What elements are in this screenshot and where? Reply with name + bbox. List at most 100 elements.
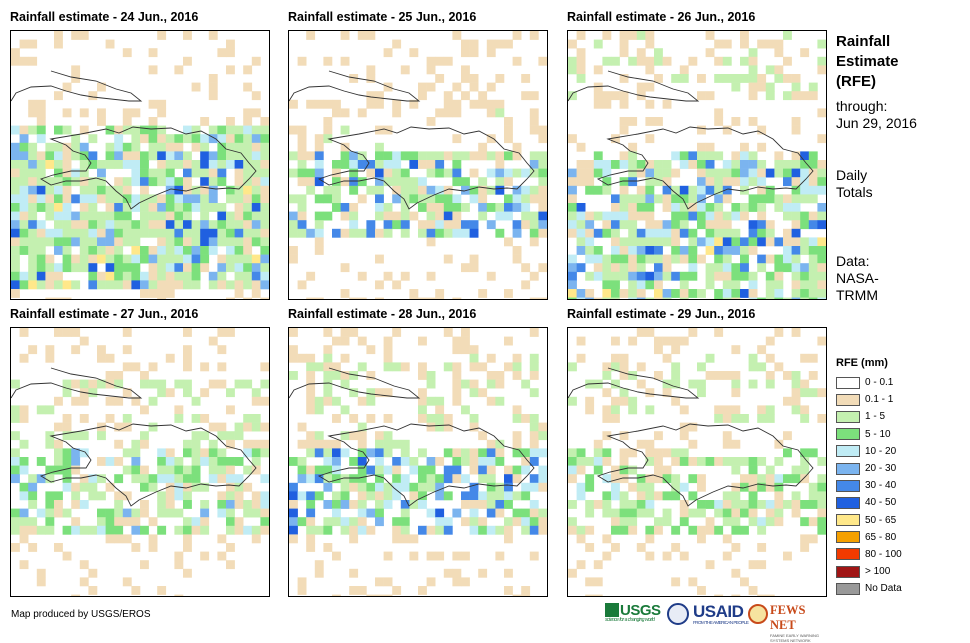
rainfall-cell (748, 56, 758, 66)
rainfall-cell (521, 465, 531, 475)
rainfall-cell (800, 151, 810, 161)
rainfall-cell (366, 160, 376, 169)
rainfall-cell (114, 134, 124, 144)
rainfall-cell (357, 228, 367, 238)
rainfall-cell (714, 228, 724, 238)
rainfall-cell (671, 254, 681, 264)
rainfall-cell (469, 422, 479, 432)
island-outline-cuba (568, 367, 700, 399)
rainfall-cell (191, 465, 201, 475)
rainfall-cell (529, 237, 539, 247)
rainfall-cell (774, 508, 784, 518)
rainfall-cell (628, 508, 638, 518)
rainfall-cell (323, 134, 333, 144)
rainfall-cell (748, 237, 758, 247)
rainfall-cell (645, 203, 655, 212)
rainfall-cell (234, 151, 244, 161)
rainfall-cell (114, 125, 124, 135)
rainfall-cell (435, 220, 445, 230)
rainfall-cell (45, 353, 55, 363)
rainfall-cell (45, 211, 55, 221)
rainfall-cell (671, 396, 681, 406)
rainfall-cell (568, 254, 577, 264)
rainfall-cell (757, 525, 767, 535)
rainfall-cell (375, 439, 384, 449)
rainfall-cell (671, 482, 681, 492)
rainfall-cell (426, 160, 436, 169)
rainfall-cell (495, 39, 505, 49)
rainfall-cell (731, 491, 741, 501)
rainfall-cell (435, 108, 445, 118)
rainfall-cell (671, 345, 681, 355)
rainfall-cell (791, 168, 801, 178)
rainfall-cell (443, 151, 453, 161)
rainfall-cell (765, 220, 775, 230)
rainfall-cell (495, 185, 505, 195)
rainfall-cell (234, 271, 244, 281)
rainfall-cell (349, 474, 359, 484)
rainfall-cell (234, 211, 244, 221)
rainfall-cell (504, 125, 513, 135)
rainfall-cell (97, 82, 106, 92)
rainfall-cell (97, 525, 106, 535)
rainfall-cell (645, 237, 655, 247)
rainfall-cell (722, 263, 732, 273)
rainfall-cell (593, 185, 603, 195)
rainfall-cell (357, 194, 367, 204)
rainfall-cell (418, 586, 427, 595)
rainfall-cell (332, 414, 341, 423)
rainfall-cell (28, 254, 38, 264)
rainfall-cell (688, 422, 698, 432)
rainfall-cell (183, 388, 192, 398)
rainfall-cell (443, 108, 453, 118)
legend-item: 0 - 0.1 (836, 374, 902, 391)
rainfall-cell (671, 491, 681, 501)
rainfall-cell (71, 220, 81, 230)
rainfall-cell (105, 185, 115, 195)
rainfall-cell (654, 345, 663, 355)
rainfall-cell (619, 185, 629, 195)
rainfall-cell (576, 160, 586, 169)
rainfall-cell (654, 431, 663, 441)
rainfall-cell (340, 482, 350, 492)
rainfall-cell (714, 39, 724, 49)
rainfall-cell (243, 297, 253, 299)
rainfall-cell (568, 65, 577, 75)
rainfall-cell (366, 91, 376, 101)
rainfall-cell (593, 271, 603, 281)
rainfall-cell (504, 474, 513, 484)
rainfall-cell (349, 185, 359, 195)
rainfall-cell (251, 422, 261, 432)
rainfall-cell (757, 168, 767, 178)
rainfall-cell (200, 151, 210, 161)
rainfall-cell (297, 177, 307, 187)
rainfall-cell (748, 228, 758, 238)
rainfall-cell (521, 185, 531, 195)
rainfall-cell (512, 431, 522, 441)
rainfall-cell (602, 551, 612, 561)
rainfall-cell (217, 491, 227, 501)
rainfall-cell (217, 379, 227, 389)
rainfall-cell (619, 465, 629, 475)
rainfall-cell (714, 457, 724, 466)
rainfall-cell (495, 482, 505, 492)
rainfall-cell (688, 577, 698, 587)
rainfall-cell (504, 134, 513, 144)
rainfall-cell (495, 508, 505, 518)
rainfall-cell (260, 228, 269, 238)
rainfall-cell (357, 474, 367, 484)
rainfall-cell (452, 379, 462, 389)
rainfall-cell (529, 371, 539, 380)
rainfall-cell (140, 194, 149, 204)
rainfall-cell (62, 482, 72, 492)
rainfall-cell (757, 160, 767, 169)
rainfall-cell (662, 263, 672, 273)
rainfall-cell (217, 551, 227, 561)
rainfall-cell (731, 160, 741, 169)
rainfall-cell (611, 474, 620, 484)
legend-swatch (836, 496, 860, 509)
rainfall-cell (645, 508, 655, 518)
rainfall-cell (765, 465, 775, 475)
rainfall-cell (645, 551, 655, 561)
rainfall-cell (576, 297, 586, 299)
